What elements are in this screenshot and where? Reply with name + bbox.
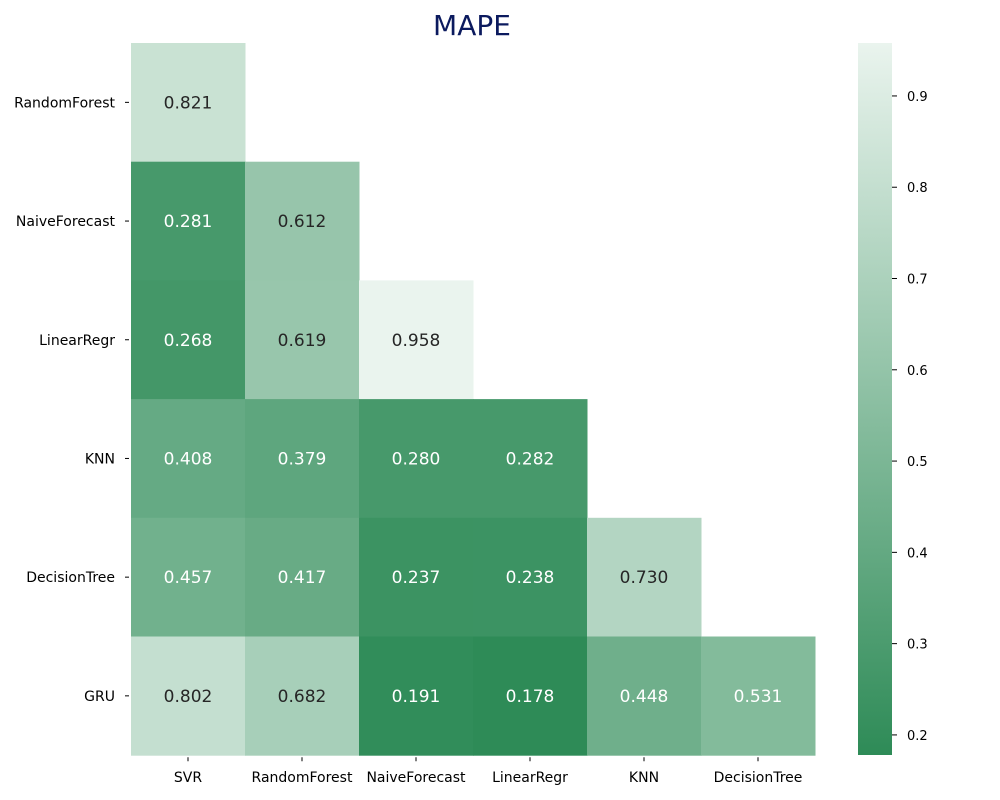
heatmap-cells: 0.821 0.281 0.612 0.268 0.619 0.958 0.408 0.379… (131, 43, 816, 756)
row-label: NaiveForecast (16, 214, 116, 230)
heatmap-cell-label: 0.238 (506, 568, 555, 588)
heatmap-cell-label: 0.282 (506, 449, 555, 469)
heatmap-cell (131, 399, 246, 519)
heatmap-cell (587, 636, 702, 756)
colorbar-tick-label: 0.3 (907, 638, 928, 653)
heatmap-cell (131, 43, 246, 163)
row-labels: RandomForest NaiveForecast LinearRegr KNN De… (14, 95, 129, 705)
heatmap-cell (245, 399, 360, 519)
heatmap-cell-label: 0.821 (164, 93, 213, 113)
heatmap-cell-label: 0.280 (392, 449, 441, 469)
heatmap-cell-label: 0.237 (392, 568, 441, 588)
row-label: DecisionTree (26, 570, 115, 586)
colorbar-tick-label: 0.2 (907, 729, 928, 744)
colorbar-tick-label: 0.5 (907, 455, 928, 470)
heatmap-cell-label: 0.379 (278, 449, 327, 469)
row-label: KNN (85, 451, 115, 467)
heatmap-cell-label: 0.268 (164, 331, 213, 351)
heatmap-cell-label: 0.191 (392, 687, 441, 707)
column-label: KNN (629, 770, 659, 786)
column-labels: SVR RandomForest NaiveForecast LinearRegr KN… (174, 757, 802, 786)
colorbar-tick-label: 0.9 (907, 90, 928, 105)
heatmap-cell (359, 517, 474, 637)
colorbar-tick-label: 0.4 (907, 546, 928, 561)
heatmap-cell-label: 0.417 (278, 568, 327, 588)
heatmap-cell (131, 517, 246, 637)
column-label: RandomForest (252, 770, 353, 786)
column-label: LinearRegr (492, 770, 568, 786)
heatmap-cell-label: 0.958 (392, 331, 441, 351)
column-label: SVR (174, 770, 202, 786)
row-label: RandomForest (14, 95, 115, 111)
heatmap-cell (473, 636, 588, 756)
heatmap-cell-label: 0.531 (734, 687, 783, 707)
heatmap-cell (359, 636, 474, 756)
colorbar-ticks: 0.2 0.3 0.4 0.5 0.6 0.7 0.8 0.9 (892, 90, 928, 744)
column-label: NaiveForecast (366, 770, 466, 786)
heatmap-cell (131, 161, 246, 281)
row-label: LinearRegr (39, 333, 115, 349)
heatmap-cell-label: 0.619 (278, 331, 327, 351)
heatmap-cell-label: 0.448 (620, 687, 669, 707)
heatmap-cell (587, 517, 702, 637)
heatmap-cell-label: 0.730 (620, 568, 669, 588)
heatmap-cell (131, 280, 246, 400)
colorbar (858, 43, 892, 755)
heatmap-cell (245, 636, 360, 756)
column-label: DecisionTree (714, 770, 803, 786)
heatmap-cell (245, 161, 360, 281)
heatmap-cell (701, 636, 816, 756)
row-label: GRU (84, 689, 115, 705)
heatmap-cell-label: 0.682 (278, 687, 327, 707)
chart-title: MAPE (433, 9, 511, 42)
heatmap-cell (473, 399, 588, 519)
heatmap-cell-label: 0.457 (164, 568, 213, 588)
heatmap-cell (245, 517, 360, 637)
heatmap-cell (245, 280, 360, 400)
heatmap-cell-label: 0.281 (164, 212, 213, 232)
heatmap-cell (359, 399, 474, 519)
heatmap-cell (473, 517, 588, 637)
heatmap-cell (359, 280, 474, 400)
heatmap-cell-label: 0.802 (164, 687, 213, 707)
colorbar-tick-label: 0.8 (907, 181, 928, 196)
heatmap-cell-label: 0.408 (164, 449, 213, 469)
colorbar-tick-label: 0.7 (907, 273, 928, 288)
heatmap-cell-label: 0.612 (278, 212, 327, 232)
heatmap-cell (131, 636, 246, 756)
heatmap-cell-label: 0.178 (506, 687, 555, 707)
colorbar-tick-label: 0.6 (907, 364, 928, 379)
